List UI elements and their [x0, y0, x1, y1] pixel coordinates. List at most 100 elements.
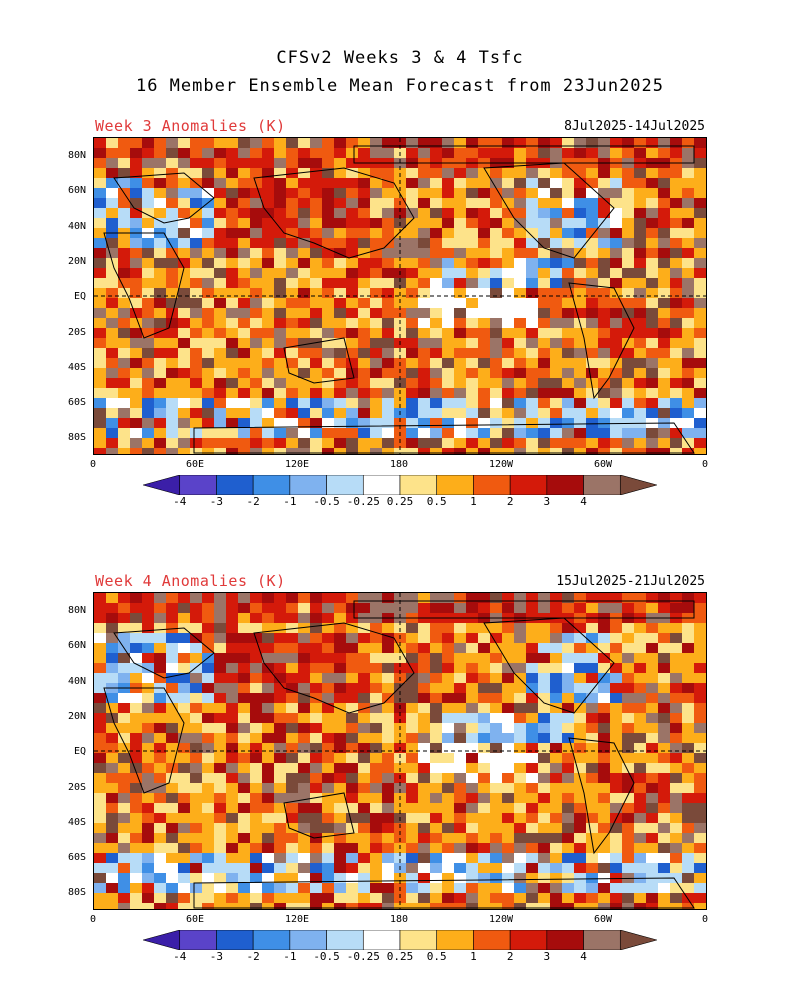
colorbar-swatch [179, 930, 217, 950]
lat-label: 20N [67, 710, 86, 722]
colorbar-label: -1 [283, 950, 297, 963]
lon-label: 60E [185, 914, 205, 925]
coastline [253, 622, 415, 714]
colorbar-swatch [179, 475, 217, 495]
colorbar-label: -2 [246, 495, 260, 508]
panel-date-range: 8Jul2025-14Jul2025 [564, 119, 705, 134]
colorbar [143, 930, 657, 950]
lon-label: 180 [389, 459, 409, 470]
lat-label: 40S [67, 361, 86, 373]
colorbar-swatch [546, 475, 584, 495]
anomaly-field [94, 593, 706, 909]
coastline [353, 145, 695, 164]
figure-title-line1: CFSv2 Weeks 3 & 4 Tsfc [276, 48, 524, 68]
lon-label: 0 [701, 914, 709, 925]
lat-label: EQ [73, 291, 86, 303]
colorbar-swatch [546, 930, 584, 950]
anomaly-field [94, 138, 706, 454]
colorbar-swatch [473, 475, 511, 495]
colorbar-label: 4 [580, 495, 587, 508]
colorbar-swatch [436, 930, 474, 950]
lon-label: 0 [89, 459, 97, 470]
coastline [193, 422, 695, 454]
colorbar-label: -1 [283, 495, 297, 508]
lat-label: 60N [67, 640, 86, 652]
lat-label: 80N [67, 605, 86, 616]
lat-label: 40N [67, 675, 86, 687]
lat-label: 20S [67, 781, 86, 793]
colorbar-label: 0.25 [386, 950, 414, 963]
colorbar-label: 0.5 [426, 950, 447, 963]
lon-label: 120E [284, 459, 310, 470]
coastline [113, 627, 215, 679]
colorbar-swatch [399, 930, 438, 950]
lat-label: 20S [67, 326, 86, 338]
colorbar-swatch [362, 475, 401, 495]
lon-label: 60W [593, 459, 613, 470]
colorbar-label: 4 [580, 950, 587, 963]
colorbar-swatch [216, 475, 254, 495]
panel-title: Week 4 Anomalies (K) [95, 572, 286, 590]
lat-label: 20N [67, 255, 86, 267]
colorbar-swatch [509, 930, 548, 950]
colorbar-label: -3 [209, 950, 224, 963]
coastline [193, 877, 695, 909]
colorbar-swatch [216, 930, 254, 950]
colorbar-label: -2 [246, 950, 260, 963]
lat-label: 60N [67, 185, 86, 197]
colorbar-swatch [619, 930, 657, 950]
colorbar-label: 1 [470, 495, 477, 508]
lon-label: 180 [389, 914, 409, 925]
colorbar-swatch [143, 475, 181, 495]
week3-panel: Week 3 Anomalies (K) 8Jul2025-14Jul2025 … [0, 115, 800, 525]
lon-label: 60E [185, 459, 205, 470]
coastline [568, 737, 635, 855]
coastline [103, 687, 185, 794]
lon-label: 120E [284, 914, 310, 925]
colorbar-label: 3 [543, 495, 551, 508]
colorbar-swatch [583, 930, 621, 950]
colorbar-label: 0.5 [426, 495, 447, 508]
colorbar-swatch [252, 930, 291, 950]
colorbar-swatch [143, 930, 181, 950]
coastline [283, 792, 355, 839]
coastline [113, 172, 215, 224]
lat-label: 80S [67, 887, 86, 899]
colorbar-swatch [583, 475, 621, 495]
colorbar-swatch [362, 930, 401, 950]
colorbar-swatch [509, 475, 548, 495]
colorbar-swatch [326, 930, 364, 950]
coastline [253, 167, 415, 259]
colorbar-swatch [473, 930, 511, 950]
colorbar-swatch [326, 475, 364, 495]
coastline [283, 337, 355, 384]
lat-label: 80S [67, 432, 86, 444]
colorbar-label: 3 [543, 950, 551, 963]
colorbar-label: 2 [506, 950, 514, 963]
colorbar [143, 475, 657, 495]
anomaly-map [93, 137, 707, 455]
lat-label: 60S [67, 852, 86, 864]
colorbar-label: -0.5 [313, 950, 340, 963]
colorbar-label: -3 [209, 495, 224, 508]
lat-label: 60S [67, 397, 86, 409]
coastline [353, 600, 695, 619]
panel-title: Week 3 Anomalies (K) [95, 117, 286, 135]
lon-label: 0 [701, 459, 709, 470]
week4-panel: Week 4 Anomalies (K) 15Jul2025-21Jul2025… [0, 570, 800, 980]
anomaly-map [93, 592, 707, 910]
colorbar-swatch [436, 475, 474, 495]
colorbar-swatch [252, 475, 291, 495]
colorbar-swatch [289, 930, 327, 950]
colorbar-swatch [399, 475, 438, 495]
coastline [103, 232, 185, 339]
colorbar-swatch [289, 475, 327, 495]
colorbar-label: -0.25 [346, 950, 380, 963]
lon-label: 60W [593, 914, 613, 925]
colorbar-label: -4 [173, 950, 187, 963]
colorbar-label: 2 [506, 495, 514, 508]
panel-date-range: 15Jul2025-21Jul2025 [556, 574, 705, 589]
colorbar-label: 1 [470, 950, 477, 963]
lon-label: 120W [488, 459, 514, 470]
lat-label: 40S [67, 816, 86, 828]
